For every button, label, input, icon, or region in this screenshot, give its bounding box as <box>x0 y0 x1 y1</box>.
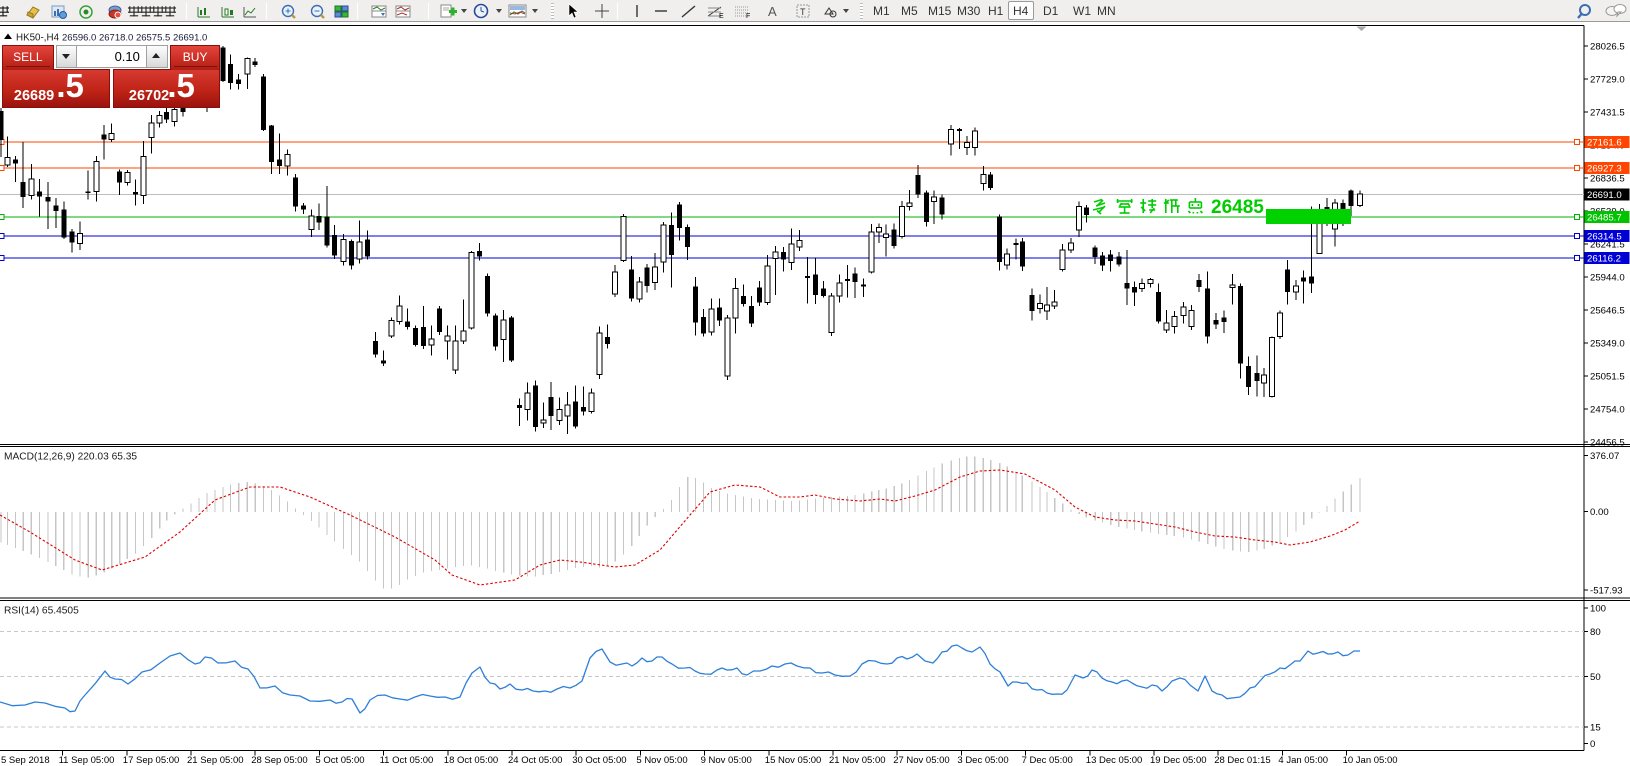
svg-text:24 Oct 05:00: 24 Oct 05:00 <box>508 755 562 766</box>
svg-text:25051.5: 25051.5 <box>1590 372 1625 383</box>
svg-text:T: T <box>800 7 806 17</box>
svg-text:27 Nov 05:00: 27 Nov 05:00 <box>893 755 950 766</box>
svg-text:26314.5: 26314.5 <box>1587 232 1622 243</box>
svg-text:28026.5: 28026.5 <box>1590 42 1625 53</box>
svg-text:27161.6: 27161.6 <box>1587 137 1622 148</box>
svg-text:5 Sep 2018: 5 Sep 2018 <box>1 755 50 766</box>
svg-text:11 Sep 05:00: 11 Sep 05:00 <box>59 755 115 766</box>
svg-text:25349.0: 25349.0 <box>1590 339 1625 350</box>
svg-text:26116.2: 26116.2 <box>1587 254 1621 265</box>
svg-text:24754.0: 24754.0 <box>1590 405 1625 416</box>
svg-text:15 Nov 05:00: 15 Nov 05:00 <box>765 755 822 766</box>
svg-text:21 Nov 05:00: 21 Nov 05:00 <box>829 755 886 766</box>
svg-text:MACD(12,26,9) 220.03 65.35: MACD(12,26,9) 220.03 65.35 <box>4 452 137 463</box>
svg-text:21 Sep 05:00: 21 Sep 05:00 <box>187 755 244 766</box>
svg-text:-517.93: -517.93 <box>1590 586 1623 597</box>
svg-text:50: 50 <box>1590 672 1601 683</box>
svg-text:10 Jan 05:00: 10 Jan 05:00 <box>1343 755 1398 766</box>
svg-text:25646.5: 25646.5 <box>1590 306 1625 317</box>
svg-text:27431.5: 27431.5 <box>1590 108 1625 119</box>
svg-text:28 Sep 05:00: 28 Sep 05:00 <box>251 755 308 766</box>
svg-text:28 Dec 01:15: 28 Dec 01:15 <box>1214 755 1271 766</box>
svg-text:25944.0: 25944.0 <box>1590 273 1625 284</box>
svg-text:5 Nov 05:00: 5 Nov 05:00 <box>636 755 687 766</box>
svg-text:3 Dec 05:00: 3 Dec 05:00 <box>957 755 1008 766</box>
svg-text:26485.7: 26485.7 <box>1587 213 1622 224</box>
svg-text:26485: 26485 <box>1211 197 1264 218</box>
svg-text:13 Dec 05:00: 13 Dec 05:00 <box>1086 755 1143 766</box>
svg-text:26691.0: 26691.0 <box>1587 190 1622 201</box>
svg-text:0.00: 0.00 <box>1590 507 1609 518</box>
svg-text:100: 100 <box>1590 603 1606 614</box>
svg-text:0: 0 <box>1590 739 1595 750</box>
svg-text:7 Dec 05:00: 7 Dec 05:00 <box>1022 755 1073 766</box>
svg-text:RSI(14) 65.4505: RSI(14) 65.4505 <box>4 606 79 617</box>
svg-text:E: E <box>719 13 724 19</box>
svg-text:30 Oct 05:00: 30 Oct 05:00 <box>572 755 626 766</box>
svg-text:4 Jan 05:00: 4 Jan 05:00 <box>1278 755 1328 766</box>
svg-text:18 Oct 05:00: 18 Oct 05:00 <box>444 755 498 766</box>
svg-text:26241.5: 26241.5 <box>1590 240 1625 251</box>
svg-text:80: 80 <box>1590 627 1601 638</box>
svg-text:27729.0: 27729.0 <box>1590 75 1625 86</box>
svg-text:26836.5: 26836.5 <box>1590 174 1625 185</box>
svg-text:HK50-,H4: HK50-,H4 <box>16 33 60 44</box>
svg-text:11 Oct 05:00: 11 Oct 05:00 <box>380 755 434 766</box>
svg-text:24456.5: 24456.5 <box>1590 438 1625 449</box>
svg-text:17 Sep 05:00: 17 Sep 05:00 <box>123 755 180 766</box>
svg-text:19 Dec 05:00: 19 Dec 05:00 <box>1150 755 1207 766</box>
svg-text:5 Oct 05:00: 5 Oct 05:00 <box>315 755 364 766</box>
svg-text:26596.0 26718.0 26575.5 26691.: 26596.0 26718.0 26575.5 26691.0 <box>62 33 207 44</box>
svg-text:9 Nov 05:00: 9 Nov 05:00 <box>701 755 752 766</box>
svg-text:376.07: 376.07 <box>1590 451 1619 462</box>
svg-text:15: 15 <box>1590 723 1601 734</box>
svg-text:F: F <box>746 13 750 19</box>
svg-text:26927.3: 26927.3 <box>1587 164 1622 175</box>
